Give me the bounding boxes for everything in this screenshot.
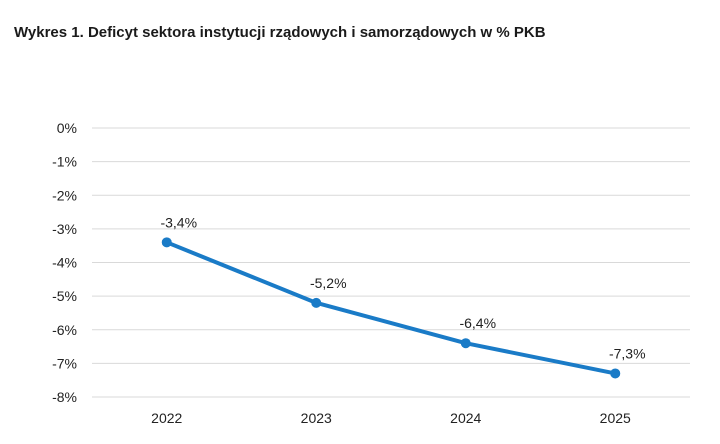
- gridlines: [92, 127, 690, 398]
- x-tick-label: 2022: [151, 410, 182, 426]
- data-point: [161, 237, 172, 248]
- y-tick-label: -7%: [52, 355, 77, 371]
- x-tick-label: 2023: [301, 410, 332, 426]
- y-tick-label: -2%: [52, 187, 77, 203]
- data-point: [610, 368, 621, 379]
- data-label: -6,4%: [459, 315, 496, 331]
- data-point: [460, 338, 471, 349]
- y-tick-label: 0%: [57, 120, 77, 136]
- y-axis-ticks: 0% -1% -2% -3% -4% -5% -6% -7% -8%: [52, 120, 77, 405]
- y-tick-label: -1%: [52, 154, 77, 170]
- series-line: [164, 240, 618, 376]
- x-tick-label: 2024: [450, 410, 481, 426]
- chart-title: Wykres 1. Deficyt sektora instytucji rzą…: [14, 24, 546, 41]
- series-group: [161, 237, 621, 379]
- x-axis-ticks: 2022 2023 2024 2025: [151, 410, 631, 426]
- y-tick-label: -6%: [52, 322, 77, 338]
- data-label: -7,3%: [609, 345, 646, 361]
- data-labels: -3,4% -5,2% -6,4% -7,3%: [160, 214, 645, 361]
- y-tick-label: -5%: [52, 288, 77, 304]
- y-tick-label: -8%: [52, 389, 77, 405]
- data-point: [311, 297, 322, 308]
- x-tick-label: 2025: [600, 410, 631, 426]
- data-label: -3,4%: [160, 214, 197, 230]
- data-label: -5,2%: [310, 275, 347, 291]
- y-tick-label: -3%: [52, 221, 77, 237]
- y-tick-label: -4%: [52, 255, 77, 271]
